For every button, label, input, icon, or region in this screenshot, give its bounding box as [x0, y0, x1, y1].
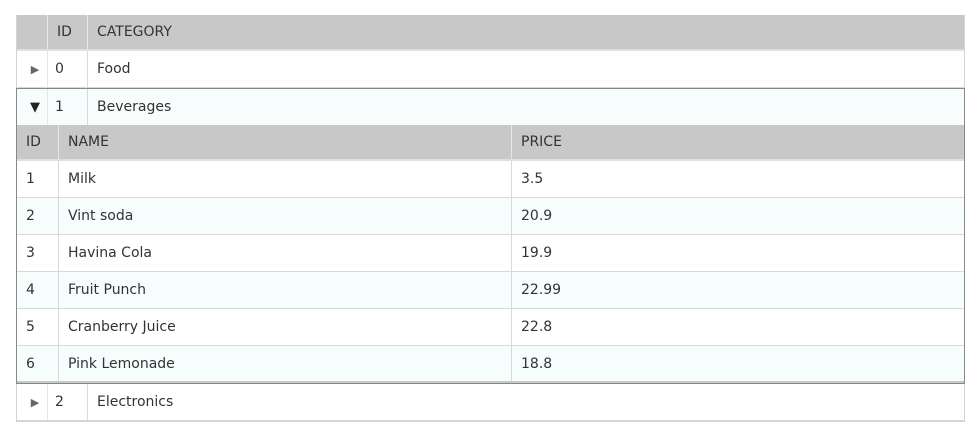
child-table-row[interactable]: 2 Vint soda 20.9 [17, 198, 964, 235]
cell-name: Cranberry Juice [58, 309, 511, 345]
child-column-header-id[interactable]: ID [26, 134, 41, 150]
expander-header [17, 15, 47, 49]
cell-name: Fruit Punch [58, 272, 511, 308]
cell-price: 18.8 [511, 346, 964, 381]
cell-id: 4 [26, 282, 35, 298]
cell-category: Food [87, 51, 964, 87]
column-header-id[interactable]: ID [47, 15, 87, 49]
table-row[interactable]: ▶ 0 Food [17, 51, 964, 88]
cell-price: 19.9 [511, 235, 964, 271]
child-column-header-name[interactable]: NAME [58, 125, 511, 159]
table-row[interactable]: ▶ 2 Electronics [17, 384, 964, 421]
child-table-row[interactable]: 4 Fruit Punch 22.99 [17, 272, 964, 309]
cell-id: 2 [47, 384, 87, 420]
cell-name: Pink Lemonade [58, 346, 511, 381]
child-header: ID NAME PRICE [17, 125, 964, 161]
child-column-header-price[interactable]: PRICE [511, 125, 964, 159]
child-table-row[interactable]: 5 Cranberry Juice 22.8 [17, 309, 964, 346]
cell-name: Milk [58, 161, 511, 197]
expand-arrow-icon[interactable]: ▶ [30, 395, 40, 409]
child-table-row[interactable]: 1 Milk 3.5 [17, 161, 964, 198]
cell-id: 2 [26, 208, 35, 224]
child-grid: ID NAME PRICE 1 Milk 3.5 2 Vint soda 20.… [16, 125, 965, 384]
cell-id: 3 [26, 245, 35, 261]
expand-arrow-icon[interactable]: ▶ [30, 62, 40, 76]
table-row-expanded[interactable]: ▼ 1 Beverages [16, 88, 965, 125]
cell-id: 0 [47, 51, 87, 87]
hierarchical-grid: ID CATEGORY ▶ 0 Food ▼ 1 Beverages ID NA… [16, 15, 965, 422]
child-table-row[interactable]: 3 Havina Cola 19.9 [17, 235, 964, 272]
cell-name: Vint soda [58, 198, 511, 234]
cell-price: 22.99 [511, 272, 964, 308]
master-header: ID CATEGORY [17, 15, 964, 51]
cell-price: 22.8 [511, 309, 964, 345]
collapse-arrow-icon[interactable]: ▼ [30, 99, 40, 115]
cell-name: Havina Cola [58, 235, 511, 271]
cell-price: 3.5 [511, 161, 964, 197]
child-table-row[interactable]: 6 Pink Lemonade 18.8 [17, 346, 964, 383]
cell-id: 1 [47, 89, 87, 125]
cell-id: 5 [26, 319, 35, 335]
cell-category: Beverages [87, 89, 964, 125]
cell-category: Electronics [87, 384, 964, 420]
cell-id: 6 [26, 355, 35, 372]
column-header-category[interactable]: CATEGORY [87, 15, 964, 49]
cell-id: 1 [26, 171, 35, 187]
cell-price: 20.9 [511, 198, 964, 234]
